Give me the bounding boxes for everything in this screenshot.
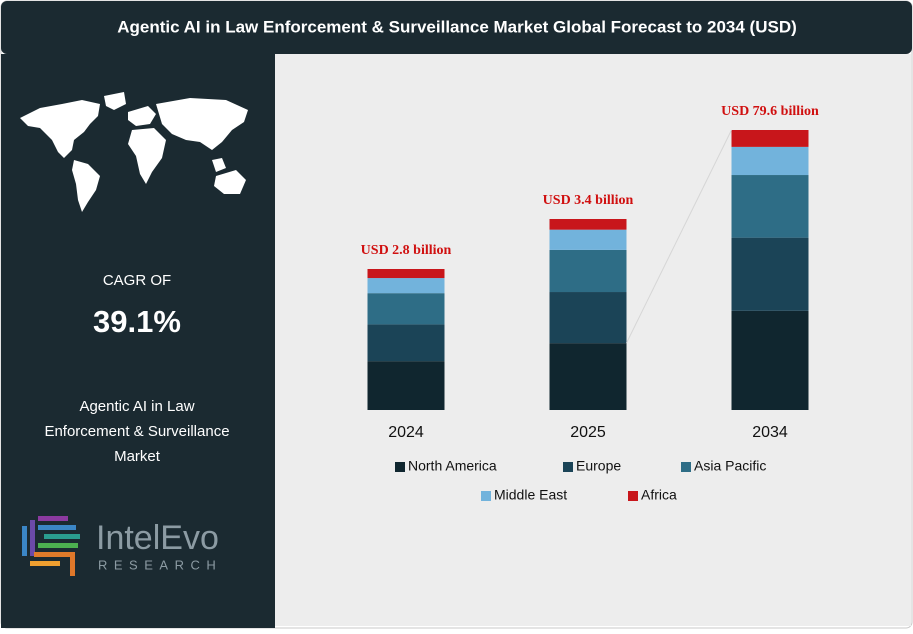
cagr-value: 39.1% (93, 304, 181, 339)
trend-connector (626, 129, 732, 344)
bar-segment (549, 292, 627, 344)
chart: USD 2.8 billion 2024 USD 3.4 billion 2025 US… (361, 104, 819, 502)
x-tick-label: 2034 (752, 424, 788, 441)
legend-label: Europe (576, 458, 621, 474)
market-name: Market (114, 448, 161, 465)
title: Agentic AI in Law Enforcement & Surveill… (117, 17, 797, 36)
world-map (20, 92, 248, 212)
title-bar (1, 1, 912, 54)
legend-label: Africa (641, 487, 677, 503)
total-label: USD 3.4 billion (543, 193, 634, 208)
legend-label: Asia Pacific (694, 458, 766, 474)
legend-swatch (481, 491, 491, 501)
legend-label: Middle East (494, 487, 567, 503)
bar-segment (731, 310, 809, 410)
bar-segment (731, 146, 809, 176)
x-tick-label: 2025 (570, 424, 606, 441)
bar-segment (731, 237, 809, 311)
market-name: Enforcement & Surveillance (44, 423, 229, 440)
logo-mark (22, 516, 80, 576)
total-label: USD 79.6 billion (721, 104, 819, 119)
logo-tagline: RESEARCH (98, 557, 222, 572)
bar-segment (549, 343, 627, 410)
bar-segment (549, 219, 627, 230)
legend-label: North America (408, 458, 497, 474)
x-tick-label: 2024 (388, 424, 424, 441)
bar-segment (367, 324, 445, 362)
bar-segment (367, 361, 445, 410)
logo-name: IntelEvo (96, 519, 219, 557)
bar-segment (549, 229, 627, 250)
legend-swatch (681, 462, 691, 472)
cagr-label: CAGR OF (103, 272, 171, 289)
bar-segment (367, 278, 445, 294)
legend-swatch (395, 462, 405, 472)
bar-segment (549, 249, 627, 293)
legend-swatch (563, 462, 573, 472)
bar-segment (731, 175, 809, 238)
bar-segment (367, 269, 445, 279)
total-label: USD 2.8 billion (361, 243, 452, 258)
bar-segment (731, 130, 809, 147)
market-name: Agentic AI in Law (79, 398, 194, 415)
legend-swatch (628, 491, 638, 501)
bar-segment (367, 293, 445, 325)
